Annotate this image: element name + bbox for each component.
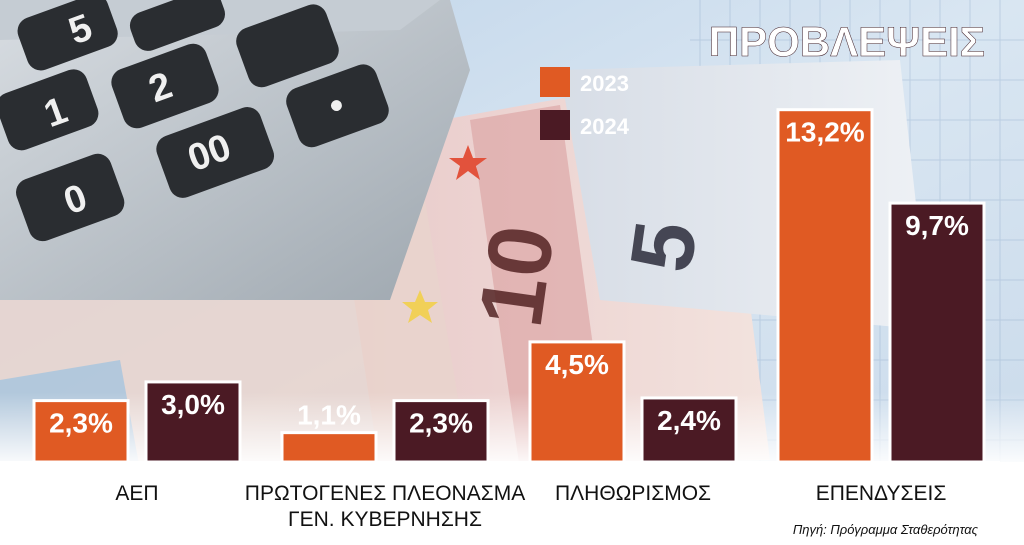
bar-label-2023-4: 13,2% (785, 117, 864, 148)
bar-label-2024-1: 3,0% (161, 389, 225, 420)
source-note: Πηγή: Πρόγραμμα Σταθερότητας (793, 522, 979, 537)
legend: 2023 2024 (540, 67, 630, 140)
legend-swatch-2023 (540, 67, 570, 97)
bar-labels: 2,3% 3,0% 1,1% 2,3% 4,5% 2,4% 13,2% 9,7% (49, 117, 969, 439)
legend-label-2024: 2024 (580, 114, 630, 139)
bar-2023-4 (776, 108, 874, 464)
category-label-3-line-1: ΠΛΗΘΩΡΙΣΜΟΣ (555, 482, 711, 505)
bar-label-2024-2: 2,3% (409, 408, 473, 439)
category-label-2-line-2: ΓΕΝ. ΚΥΒΕΡΝΗΣΗΣ (288, 508, 482, 531)
category-labels: ΑΕΠ ΠΡΩΤΟΓΕΝΕΣ ΠΛΕΟΝΑΣΜΑ ΓΕΝ. ΚΥΒΕΡΝΗΣΗΣ ΠΛ… (115, 482, 946, 531)
bar-label-2023-1: 2,3% (49, 408, 113, 439)
category-label-2-line-1: ΠΡΩΤΟΓΕΝΕΣ ΠΛΕΟΝΑΣΜΑ (245, 482, 525, 505)
category-label-4-line-1: ΕΠΕΝΔΥΣΕΙΣ (816, 482, 947, 505)
bar-2023-2 (280, 431, 378, 464)
legend-swatch-2024 (540, 110, 570, 140)
bar-label-2024-3: 2,4% (657, 405, 721, 436)
category-label-1-line-1: ΑΕΠ (115, 482, 158, 505)
bar-2024-4 (888, 201, 986, 464)
bar-label-2023-2: 1,1% (297, 400, 361, 431)
bar-label-2024-4: 9,7% (905, 210, 969, 241)
chart-title: ΠΡΟΒΛΕΨΕΙΣ (709, 18, 985, 65)
legend-label-2023: 2023 (580, 71, 629, 96)
bar-label-2023-3: 4,5% (545, 349, 609, 380)
